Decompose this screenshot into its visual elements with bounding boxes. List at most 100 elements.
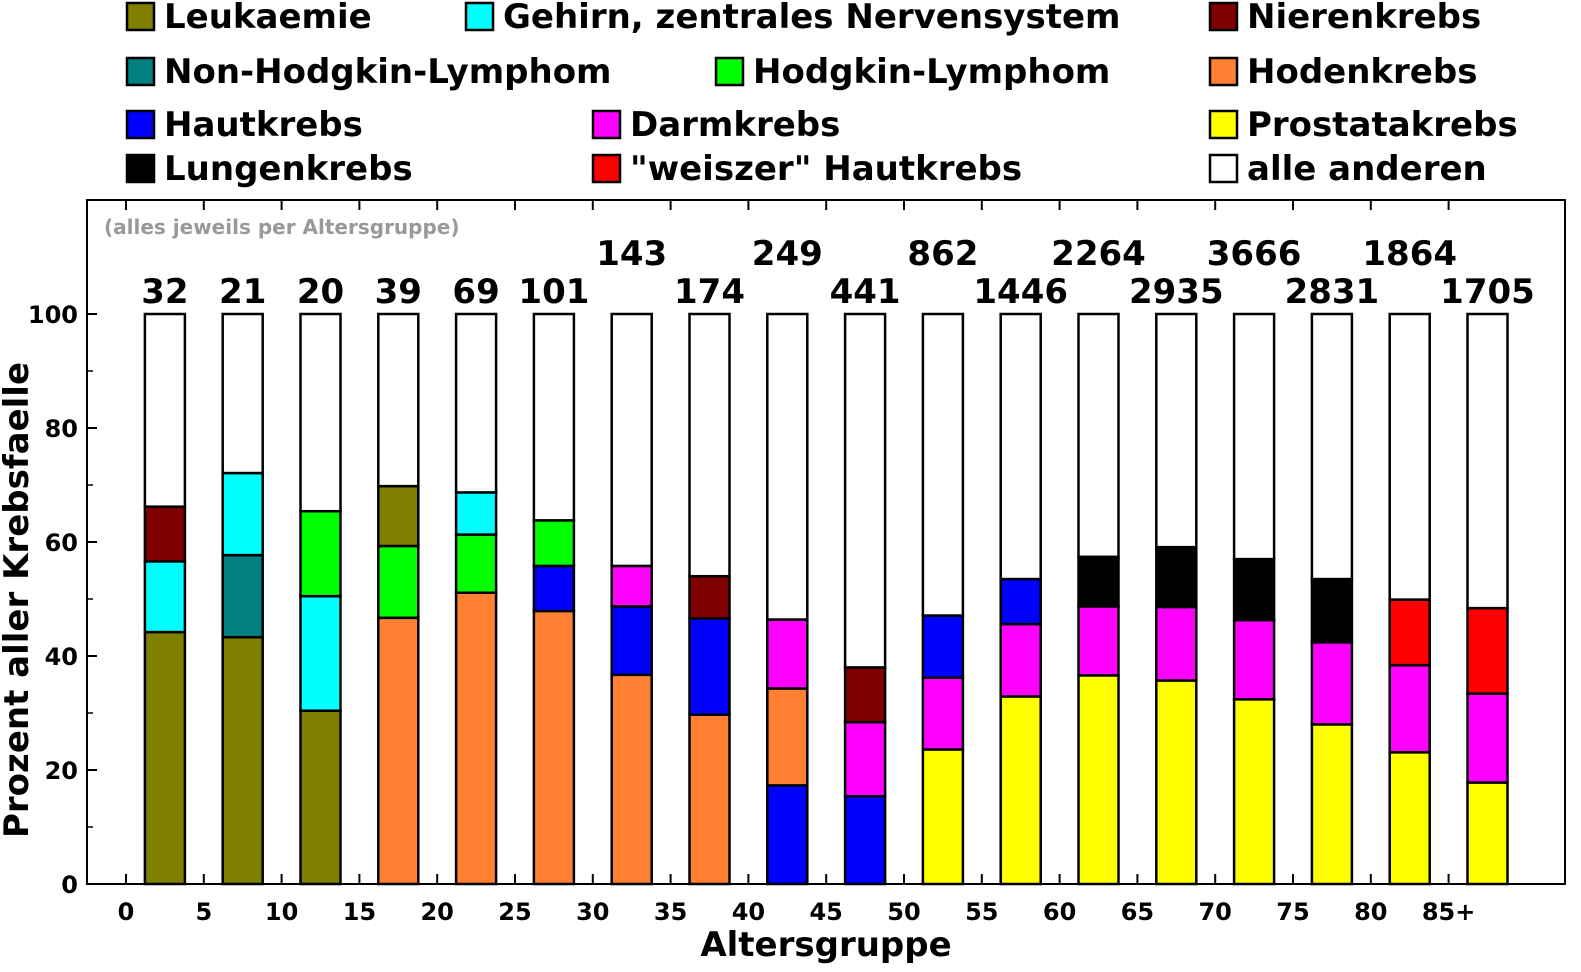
- bar-segment-nierenkrebs: [688, 574, 731, 620]
- bar-group-5: [532, 312, 576, 886]
- x-tick-label: 45: [809, 898, 842, 926]
- bar-segment-darmkrebs: [1466, 692, 1509, 784]
- bar-segment-prostatakrebs: [999, 695, 1042, 886]
- legend-label: Non-Hodgkin-Lymphom: [164, 52, 611, 92]
- bar-segment-hodgkin-lymphom: [532, 519, 576, 568]
- bar-segment-leukaemie: [143, 630, 187, 886]
- bar-segment-hodenkrebs: [766, 687, 809, 787]
- legend-label: "weiszer" Hautkrebs: [630, 149, 1022, 189]
- bar-segment-nierenkrebs: [843, 666, 887, 724]
- legend-item-hodenkrebs: Hodenkrebs: [1208, 52, 1477, 92]
- x-tick-label: 85+: [1422, 898, 1476, 926]
- bar-segment-alle-anderen: [921, 312, 965, 617]
- x-tick-label: 40: [732, 898, 765, 926]
- legend-label: Lungenkrebs: [164, 149, 413, 189]
- count-label: 143: [596, 234, 667, 274]
- legend-item-alle-anderen: alle anderen: [1208, 149, 1487, 189]
- bar-segment-leukaemie: [299, 709, 342, 886]
- x-tick-label: 50: [887, 898, 920, 926]
- bar-group-13: [1155, 312, 1198, 886]
- bar-group-7: [688, 312, 731, 886]
- bar-segment-darmkrebs: [1077, 605, 1120, 677]
- count-label: 441: [830, 272, 901, 312]
- count-labels: 32 21 20 39 69 101143174249441862144622642935…: [141, 234, 1535, 312]
- legend-swatch: [591, 109, 622, 140]
- y-tick-label: 60: [45, 529, 78, 557]
- legend-item-gehirn-zentrales-nervensystem: Gehirn, zentrales Nervensystem: [464, 0, 1120, 37]
- bar-group-16: [1388, 312, 1431, 886]
- bar-segment-weiszer-hautkrebs: [1466, 606, 1509, 695]
- bar-segment-alle-anderen: [688, 312, 731, 578]
- bar-segment-alle-anderen: [766, 312, 809, 621]
- bar-segment-alle-anderen: [377, 312, 420, 488]
- count-label: 20: [297, 272, 344, 312]
- bar-segment-leukaemie: [221, 635, 264, 886]
- count-label: 862: [907, 234, 978, 274]
- x-tick-label: 35: [654, 898, 687, 926]
- legend-swatch: [125, 1, 156, 32]
- legend-swatch: [125, 109, 156, 140]
- bar-segment-alle-anderen: [610, 312, 653, 568]
- bar-segment-gehirn-zentrales-nervensystem: [143, 560, 187, 634]
- bar-segment-prostatakrebs: [1388, 751, 1431, 886]
- bar-segment-hodenkrebs: [610, 673, 653, 886]
- plot-area: (alles jeweils per Altersgruppe) 32 21 20 3…: [28, 199, 1566, 926]
- legend-item-hodgkin-lymphom: Hodgkin-Lymphom: [714, 52, 1110, 92]
- bar-segment-alle-anderen: [532, 312, 576, 522]
- x-tick-label: 80: [1354, 898, 1387, 926]
- legend-swatch: [1208, 109, 1239, 140]
- legend-label: Hodenkrebs: [1247, 52, 1477, 92]
- x-tick-label: 55: [965, 898, 998, 926]
- bar-group-17: [1466, 312, 1509, 886]
- bar-segment-darmkrebs: [610, 564, 653, 608]
- legend-swatch: [1208, 153, 1239, 184]
- bar-group-4: [454, 312, 498, 886]
- bar-segment-alle-anderen: [1232, 312, 1276, 561]
- legend: Leukaemie Gehirn, zentrales Nervensystem N…: [125, 0, 1518, 189]
- bar-segment-prostatakrebs: [1232, 698, 1276, 886]
- bar-segment-prostatakrebs: [921, 748, 965, 886]
- legend-item-leukaemie: Leukaemie: [125, 0, 372, 37]
- legend-label: Nierenkrebs: [1247, 0, 1481, 37]
- count-label: 2264: [1051, 234, 1146, 274]
- bar-segment-alle-anderen: [1077, 312, 1120, 559]
- legend-item-prostatakrebs: Prostatakrebs: [1208, 105, 1518, 145]
- bar-group-8: [766, 312, 809, 886]
- bar-segment-hautkrebs: [921, 614, 965, 679]
- x-tick-label: 5: [195, 898, 212, 926]
- y-tick-label: 40: [45, 643, 78, 671]
- bar-segment-alle-anderen: [1466, 312, 1509, 610]
- x-tick-label: 65: [1121, 898, 1154, 926]
- y-tick-label: 20: [45, 757, 78, 785]
- bar-group-10: [921, 312, 965, 886]
- bar-group-6: [610, 312, 653, 886]
- bar-segment-darmkrebs: [921, 676, 965, 751]
- x-tick-label: 15: [343, 898, 376, 926]
- legend-item-darmkrebs: Darmkrebs: [591, 105, 840, 145]
- x-tick-label: 10: [265, 898, 298, 926]
- legend-item-nierenkrebs: Nierenkrebs: [1208, 0, 1481, 37]
- legend-swatch: [1208, 1, 1239, 32]
- count-label: 21: [219, 272, 266, 312]
- legend-item-non-hodgkin-lymphom: Non-Hodgkin-Lymphom: [125, 52, 611, 92]
- bar-group-12: [1077, 312, 1120, 886]
- y-tick-label: 100: [28, 301, 78, 329]
- bar-segment-nierenkrebs: [143, 505, 187, 563]
- bar-segment-alle-anderen: [999, 312, 1042, 581]
- legend-label: Prostatakrebs: [1247, 105, 1518, 145]
- bar-segment-gehirn-zentrales-nervensystem: [221, 471, 264, 557]
- y-tick-label: 0: [61, 871, 78, 899]
- bar-segment-prostatakrebs: [1077, 674, 1120, 886]
- count-label: 32: [141, 272, 188, 312]
- legend-swatch: [125, 56, 156, 87]
- bar-segment-leukaemie: [377, 484, 420, 548]
- x-tick-label: 20: [420, 898, 453, 926]
- count-label: 39: [375, 272, 422, 312]
- bar-segment-prostatakrebs: [1310, 723, 1354, 886]
- legend-label: Darmkrebs: [630, 105, 840, 145]
- bar-segment-hautkrebs: [532, 564, 576, 613]
- bar-group-15: [1310, 312, 1354, 886]
- bar-segment-alle-anderen: [1310, 312, 1354, 581]
- count-label: 1705: [1440, 272, 1535, 312]
